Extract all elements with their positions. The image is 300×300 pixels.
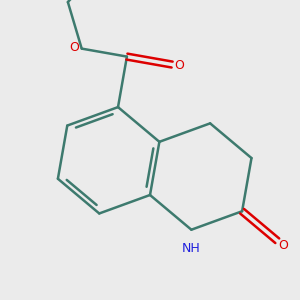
Text: NH: NH xyxy=(182,242,201,255)
Text: O: O xyxy=(278,239,288,252)
Text: O: O xyxy=(175,59,184,72)
Text: O: O xyxy=(69,41,79,54)
